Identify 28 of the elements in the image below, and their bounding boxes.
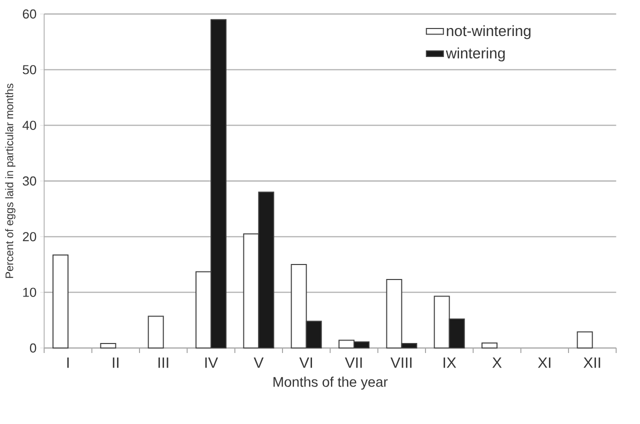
bar [576,331,593,348]
x-axis-title: Months of the year [274,376,388,390]
x-tick-label: IX [444,358,456,368]
y-tick-label: 40 [22,120,36,130]
x-tick-label: II [112,358,118,368]
bar [52,254,69,348]
y-tick-label: 60 [22,9,36,19]
x-tick-label: V [254,358,264,368]
bar [148,316,164,348]
x-tick-label: IV [205,358,218,368]
x-tick-label: VI [299,358,312,368]
x-tick-label: XI [538,358,550,368]
bar [482,342,498,348]
y-tick-label: 20 [22,232,36,242]
x-tick-label: III [158,358,168,368]
bar [100,343,116,348]
y-axis-title: Percent of eggs laid in particular months [5,84,16,278]
y-tick-label: 0 [30,343,36,353]
y-tick-label: 10 [23,288,36,297]
legend-label: not-wintering [446,25,530,40]
x-tick-label: I [67,358,69,368]
legend-label: wintering [446,48,505,62]
x-tick-label: VIII [390,358,412,368]
y-tick-label: 50 [22,65,36,74]
y-tick-label: 30 [22,176,36,186]
x-tick-label: X [492,358,502,368]
x-tick-label: XII [584,358,600,368]
x-tick-label: VII [344,358,362,368]
